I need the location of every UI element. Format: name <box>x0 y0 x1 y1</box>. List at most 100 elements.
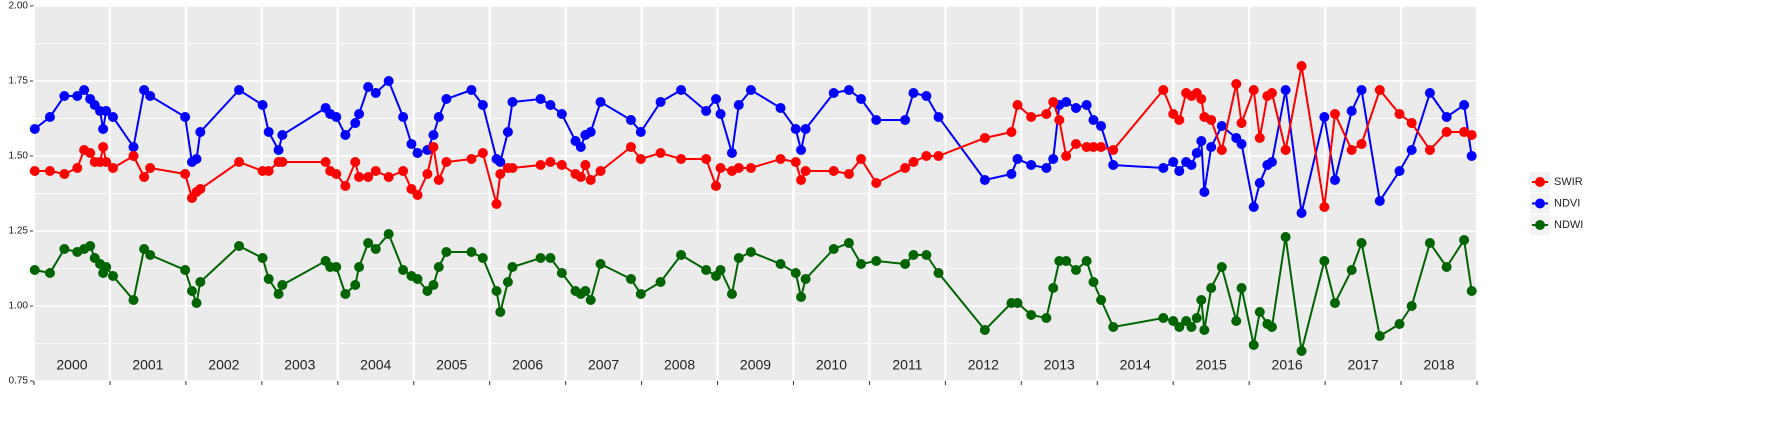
point <box>933 112 944 122</box>
year-label: 2011 <box>892 357 922 373</box>
point <box>1108 322 1119 332</box>
point <box>101 262 112 272</box>
point <box>370 244 381 254</box>
point <box>1374 331 1385 341</box>
point <box>428 142 439 152</box>
point <box>1088 115 1099 125</box>
point <box>466 247 477 257</box>
point <box>495 157 506 167</box>
point <box>1329 175 1340 185</box>
point <box>790 124 801 134</box>
point <box>1346 145 1357 155</box>
point <box>1374 196 1385 206</box>
point <box>545 253 556 263</box>
point <box>1280 145 1291 155</box>
point <box>1081 100 1092 110</box>
point <box>502 127 513 137</box>
year-label: 2005 <box>436 357 467 373</box>
point <box>1466 130 1477 140</box>
point <box>635 154 646 164</box>
point <box>1158 85 1169 95</box>
point <box>354 172 365 182</box>
point <box>191 298 202 308</box>
point <box>1441 262 1452 272</box>
point <box>1406 301 1417 311</box>
point <box>1096 121 1107 131</box>
point <box>186 286 197 296</box>
point <box>1266 88 1277 98</box>
legend-label: SWIR <box>1554 176 1583 188</box>
point <box>715 109 726 119</box>
point <box>331 169 342 179</box>
point <box>1088 142 1099 152</box>
point <box>733 253 744 263</box>
point <box>1191 313 1202 323</box>
point <box>1424 88 1435 98</box>
point <box>1216 121 1227 131</box>
year-label: 2007 <box>588 357 619 373</box>
point <box>921 151 932 161</box>
point <box>900 163 911 173</box>
point <box>1266 157 1277 167</box>
year-label: 2016 <box>1272 357 1303 373</box>
point <box>1006 169 1017 179</box>
y-tick-label: 1.50 <box>9 151 29 162</box>
point <box>575 142 586 152</box>
point <box>441 157 452 167</box>
year-label: 2015 <box>1196 357 1227 373</box>
point <box>921 250 932 260</box>
point <box>1026 310 1037 320</box>
point <box>1406 118 1417 128</box>
point <box>1329 109 1340 119</box>
point <box>370 166 381 176</box>
point <box>1096 142 1107 152</box>
point <box>871 115 882 125</box>
point <box>1319 256 1330 266</box>
point <box>234 157 245 167</box>
point <box>979 133 990 143</box>
point <box>1168 316 1179 326</box>
point <box>1394 109 1405 119</box>
point <box>1012 154 1023 164</box>
point <box>1466 286 1477 296</box>
point <box>29 124 40 134</box>
point <box>1231 79 1242 89</box>
point <box>655 148 666 158</box>
point <box>502 277 513 287</box>
legend-point <box>1535 177 1545 187</box>
point <box>775 154 786 164</box>
point <box>745 247 756 257</box>
point <box>900 259 911 269</box>
point <box>921 91 932 101</box>
point <box>98 124 109 134</box>
point <box>383 76 394 86</box>
point <box>331 112 342 122</box>
point <box>85 241 96 251</box>
point <box>363 82 374 92</box>
point <box>908 250 919 260</box>
point <box>180 265 191 275</box>
point <box>145 250 156 260</box>
point <box>1356 139 1367 149</box>
point <box>507 262 518 272</box>
point <box>44 268 55 278</box>
point <box>800 166 811 176</box>
point <box>745 163 756 173</box>
point <box>545 157 556 167</box>
point <box>556 268 567 278</box>
point <box>234 241 245 251</box>
point <box>1319 112 1330 122</box>
point <box>1070 139 1081 149</box>
point <box>433 262 444 272</box>
point <box>1319 202 1330 212</box>
point <box>933 151 944 161</box>
point <box>585 295 596 305</box>
point <box>466 85 477 95</box>
point <box>1070 103 1081 113</box>
point <box>466 154 477 164</box>
point <box>1280 232 1291 242</box>
point <box>1174 322 1185 332</box>
point <box>422 286 433 296</box>
point <box>1012 100 1023 110</box>
point <box>733 163 744 173</box>
